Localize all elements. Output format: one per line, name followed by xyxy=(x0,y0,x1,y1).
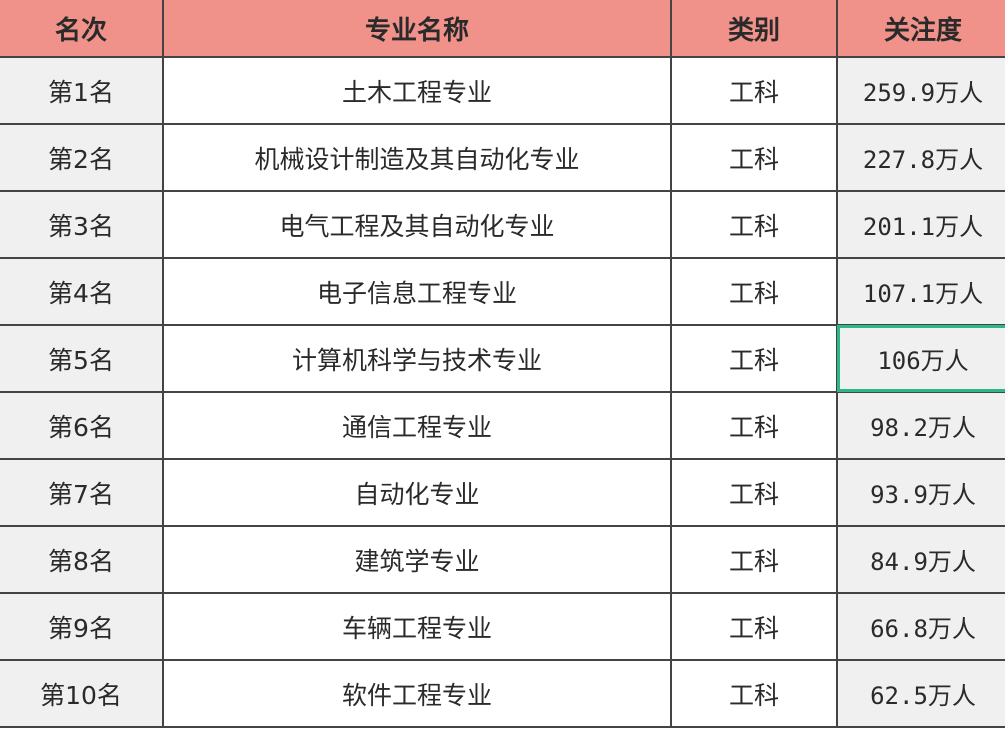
rank-cell[interactable]: 第6名 xyxy=(0,391,164,460)
attention-cell[interactable]: 107.1万人 xyxy=(836,257,1005,326)
rank-cell[interactable]: 第8名 xyxy=(0,525,164,594)
rank-cell[interactable]: 第4名 xyxy=(0,257,164,326)
header-category[interactable]: 类别 xyxy=(670,0,838,58)
header-attention[interactable]: 关注度 xyxy=(836,0,1005,58)
header-major[interactable]: 专业名称 xyxy=(162,0,672,58)
attention-cell[interactable]: 66.8万人 xyxy=(836,592,1005,661)
attention-cell[interactable]: 227.8万人 xyxy=(836,123,1005,192)
attention-cell[interactable]: 84.9万人 xyxy=(836,525,1005,594)
category-cell[interactable]: 工科 xyxy=(670,458,838,527)
major-cell[interactable]: 车辆工程专业 xyxy=(162,592,672,661)
major-cell[interactable]: 土木工程专业 xyxy=(162,56,672,125)
rank-cell[interactable]: 第3名 xyxy=(0,190,164,259)
major-cell[interactable]: 通信工程专业 xyxy=(162,391,672,460)
attention-cell[interactable]: 98.2万人 xyxy=(836,391,1005,460)
table-row: 第4名 电子信息工程专业 工科 107.1万人 xyxy=(0,257,1005,326)
category-cell[interactable]: 工科 xyxy=(670,123,838,192)
major-cell[interactable]: 软件工程专业 xyxy=(162,659,672,728)
table-row: 第3名 电气工程及其自动化专业 工科 201.1万人 xyxy=(0,190,1005,259)
category-cell[interactable]: 工科 xyxy=(670,190,838,259)
major-cell[interactable]: 建筑学专业 xyxy=(162,525,672,594)
major-cell[interactable]: 计算机科学与技术专业 xyxy=(162,324,672,393)
table-row: 第7名 自动化专业 工科 93.9万人 xyxy=(0,458,1005,527)
table-row: 第2名 机械设计制造及其自动化专业 工科 227.8万人 xyxy=(0,123,1005,192)
attention-cell[interactable]: 201.1万人 xyxy=(836,190,1005,259)
table-row: 第5名 计算机科学与技术专业 工科 106万人 xyxy=(0,324,1005,393)
category-cell[interactable]: 工科 xyxy=(670,324,838,393)
major-cell[interactable]: 电气工程及其自动化专业 xyxy=(162,190,672,259)
table-row: 第8名 建筑学专业 工科 84.9万人 xyxy=(0,525,1005,594)
table-row: 第6名 通信工程专业 工科 98.2万人 xyxy=(0,391,1005,460)
table-row: 第1名 土木工程专业 工科 259.9万人 xyxy=(0,56,1005,125)
major-cell[interactable]: 机械设计制造及其自动化专业 xyxy=(162,123,672,192)
major-cell[interactable]: 自动化专业 xyxy=(162,458,672,527)
header-row: 名次 专业名称 类别 关注度 xyxy=(0,0,1005,58)
header-rank[interactable]: 名次 xyxy=(0,0,164,58)
rank-cell[interactable]: 第9名 xyxy=(0,592,164,661)
rank-cell[interactable]: 第7名 xyxy=(0,458,164,527)
table-row: 第10名 软件工程专业 工科 62.5万人 xyxy=(0,659,1005,728)
attention-cell[interactable]: 259.9万人 xyxy=(836,56,1005,125)
attention-cell[interactable]: 106万人 xyxy=(836,324,1005,393)
rank-cell[interactable]: 第5名 xyxy=(0,324,164,393)
category-cell[interactable]: 工科 xyxy=(670,525,838,594)
category-cell[interactable]: 工科 xyxy=(670,592,838,661)
category-cell[interactable]: 工科 xyxy=(670,257,838,326)
major-cell[interactable]: 电子信息工程专业 xyxy=(162,257,672,326)
rank-cell[interactable]: 第10名 xyxy=(0,659,164,728)
category-cell[interactable]: 工科 xyxy=(670,659,838,728)
attention-cell[interactable]: 62.5万人 xyxy=(836,659,1005,728)
category-cell[interactable]: 工科 xyxy=(670,391,838,460)
rank-cell[interactable]: 第1名 xyxy=(0,56,164,125)
attention-cell[interactable]: 93.9万人 xyxy=(836,458,1005,527)
table-row: 第9名 车辆工程专业 工科 66.8万人 xyxy=(0,592,1005,661)
rank-cell[interactable]: 第2名 xyxy=(0,123,164,192)
category-cell[interactable]: 工科 xyxy=(670,56,838,125)
